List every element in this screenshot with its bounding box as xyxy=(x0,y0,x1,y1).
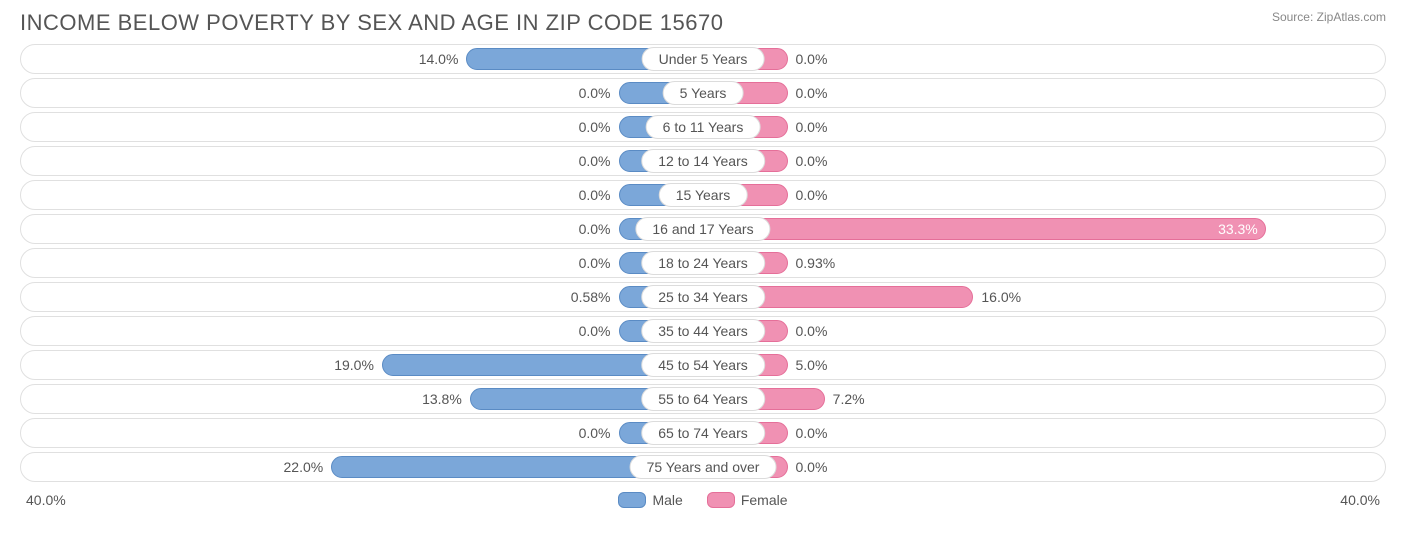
male-value-label: 0.0% xyxy=(579,425,611,441)
legend: Male Female xyxy=(618,492,787,508)
male-value-label: 0.0% xyxy=(579,255,611,271)
male-value-label: 0.0% xyxy=(579,221,611,237)
male-value-label: 0.0% xyxy=(579,153,611,169)
male-value-label: 22.0% xyxy=(284,459,324,475)
category-label: 12 to 14 Years xyxy=(641,149,765,173)
axis-right-label: 40.0% xyxy=(1340,492,1380,508)
chart-header: INCOME BELOW POVERTY BY SEX AND AGE IN Z… xyxy=(0,0,1406,44)
category-label: 65 to 74 Years xyxy=(641,421,765,445)
category-label: 18 to 24 Years xyxy=(641,251,765,275)
female-value-label: 7.2% xyxy=(833,391,865,407)
male-value-label: 0.58% xyxy=(571,289,611,305)
female-value-label: 0.0% xyxy=(796,425,828,441)
category-label: Under 5 Years xyxy=(642,47,765,71)
category-label: 5 Years xyxy=(663,81,744,105)
female-value-label: 5.0% xyxy=(796,357,828,373)
category-label: 75 Years and over xyxy=(630,455,777,479)
category-label: 45 to 54 Years xyxy=(641,353,765,377)
chart-row: 0.58% 16.0% 25 to 34 Years xyxy=(20,282,1386,312)
female-value-label: 0.0% xyxy=(796,119,828,135)
category-label: 15 Years xyxy=(659,183,748,207)
male-value-label: 14.0% xyxy=(419,51,459,67)
legend-male: Male xyxy=(618,492,682,508)
chart-row: 13.8% 7.2% 55 to 64 Years xyxy=(20,384,1386,414)
category-label: 35 to 44 Years xyxy=(641,319,765,343)
legend-female-label: Female xyxy=(741,492,788,508)
legend-female-swatch xyxy=(707,492,735,508)
legend-male-swatch xyxy=(618,492,646,508)
female-value-label: 0.0% xyxy=(796,51,828,67)
female-value-label: 0.0% xyxy=(796,153,828,169)
chart-row: 0.0% 0.0% 15 Years xyxy=(20,180,1386,210)
chart-row: 0.0% 0.0% 6 to 11 Years xyxy=(20,112,1386,142)
female-value-label: 0.93% xyxy=(796,255,836,271)
female-value-label: 0.0% xyxy=(796,459,828,475)
female-value-label: 0.0% xyxy=(796,323,828,339)
chart-row: 0.0% 0.0% 12 to 14 Years xyxy=(20,146,1386,176)
axis-row: 40.0% Male Female 40.0% xyxy=(0,486,1406,508)
category-label: 6 to 11 Years xyxy=(646,115,761,139)
axis-left-label: 40.0% xyxy=(26,492,66,508)
male-value-label: 0.0% xyxy=(579,323,611,339)
male-value-label: 0.0% xyxy=(579,119,611,135)
female-value-label: 0.0% xyxy=(796,85,828,101)
chart-row: 19.0% 5.0% 45 to 54 Years xyxy=(20,350,1386,380)
male-value-label: 0.0% xyxy=(579,85,611,101)
legend-female: Female xyxy=(707,492,788,508)
chart-row: 0.0% 0.93% 18 to 24 Years xyxy=(20,248,1386,278)
chart-title: INCOME BELOW POVERTY BY SEX AND AGE IN Z… xyxy=(20,10,723,36)
male-value-label: 0.0% xyxy=(579,187,611,203)
chart-row: 0.0% 0.0% 35 to 44 Years xyxy=(20,316,1386,346)
female-value-label: 16.0% xyxy=(981,289,1021,305)
male-value-label: 13.8% xyxy=(422,391,462,407)
category-label: 25 to 34 Years xyxy=(641,285,765,309)
category-label: 55 to 64 Years xyxy=(641,387,765,411)
female-value-label: 0.0% xyxy=(796,187,828,203)
female-value-label: 33.3% xyxy=(1218,221,1258,237)
male-value-label: 19.0% xyxy=(334,357,374,373)
female-bar xyxy=(703,218,1266,240)
chart-body: 14.0%0.0%Under 5 Years0.0%0.0%5 Years0.0… xyxy=(0,44,1406,482)
chart-row: 22.0% 0.0% 75 Years and over xyxy=(20,452,1386,482)
chart-row: 14.0% 0.0% Under 5 Years xyxy=(20,44,1386,74)
category-label: 16 and 17 Years xyxy=(635,217,770,241)
chart-row: 0.0% 33.3% 16 and 17 Years xyxy=(20,214,1386,244)
chart-source: Source: ZipAtlas.com xyxy=(1272,10,1386,24)
legend-male-label: Male xyxy=(652,492,682,508)
chart-row: 0.0% 0.0% 5 Years xyxy=(20,78,1386,108)
chart-row: 0.0% 0.0% 65 to 74 Years xyxy=(20,418,1386,448)
